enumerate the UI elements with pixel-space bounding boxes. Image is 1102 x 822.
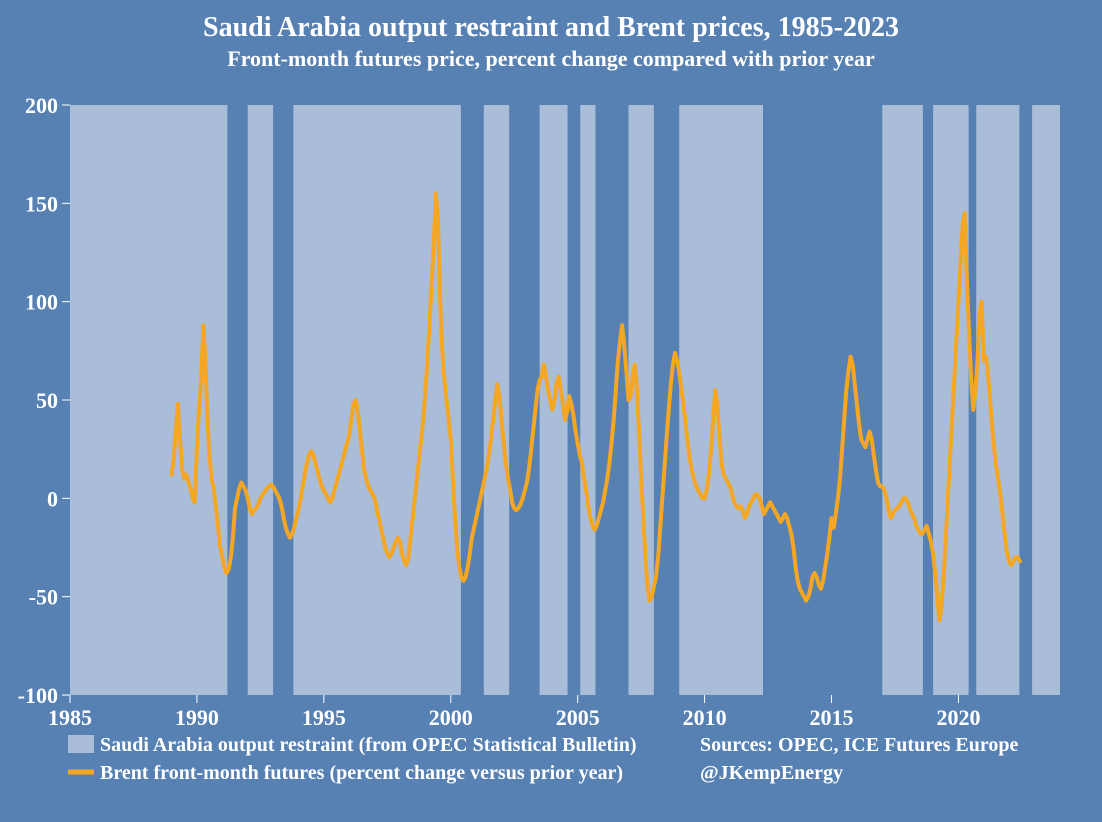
restraint-period xyxy=(1032,105,1060,695)
x-axis-label: 1995 xyxy=(302,705,346,730)
legend-swatch-restraint xyxy=(68,735,94,753)
x-axis-label: 1990 xyxy=(175,705,219,730)
restraint-period xyxy=(976,105,1019,695)
source-line-1: Sources: OPEC, ICE Futures Europe xyxy=(700,734,1018,756)
chart-container: Saudi Arabia output restraint and Brent … xyxy=(0,0,1102,822)
y-axis-label: 150 xyxy=(25,191,58,216)
y-axis-label: -50 xyxy=(29,585,58,610)
x-axis-label: 2010 xyxy=(683,705,727,730)
restraint-period xyxy=(628,105,653,695)
restraint-period xyxy=(248,105,273,695)
x-axis-label: 2000 xyxy=(429,705,473,730)
x-axis-label: 2015 xyxy=(810,705,854,730)
x-axis-label: 1985 xyxy=(48,705,92,730)
restraint-period xyxy=(580,105,595,695)
chart-title: Saudi Arabia output restraint and Brent … xyxy=(203,12,899,43)
x-axis-label: 2020 xyxy=(936,705,980,730)
restraint-period xyxy=(70,105,227,695)
restraint-period xyxy=(679,105,763,695)
y-axis-label: 200 xyxy=(25,93,58,118)
y-axis-label: 0 xyxy=(47,486,58,511)
y-axis-label: 50 xyxy=(36,388,58,413)
legend-label-restraint: Saudi Arabia output restraint (from OPEC… xyxy=(100,734,637,756)
restraint-shading xyxy=(70,105,1060,695)
restraint-period xyxy=(882,105,923,695)
x-axis-label: 2005 xyxy=(556,705,600,730)
legend-label-brent: Brent front-month futures (percent chang… xyxy=(100,762,623,784)
chart-svg: Saudi Arabia output restraint and Brent … xyxy=(0,0,1102,822)
chart-subtitle: Front-month futures price, percent chang… xyxy=(227,46,875,71)
y-axis-label: 100 xyxy=(25,290,58,315)
source-line-2: @JKempEnergy xyxy=(700,762,843,784)
